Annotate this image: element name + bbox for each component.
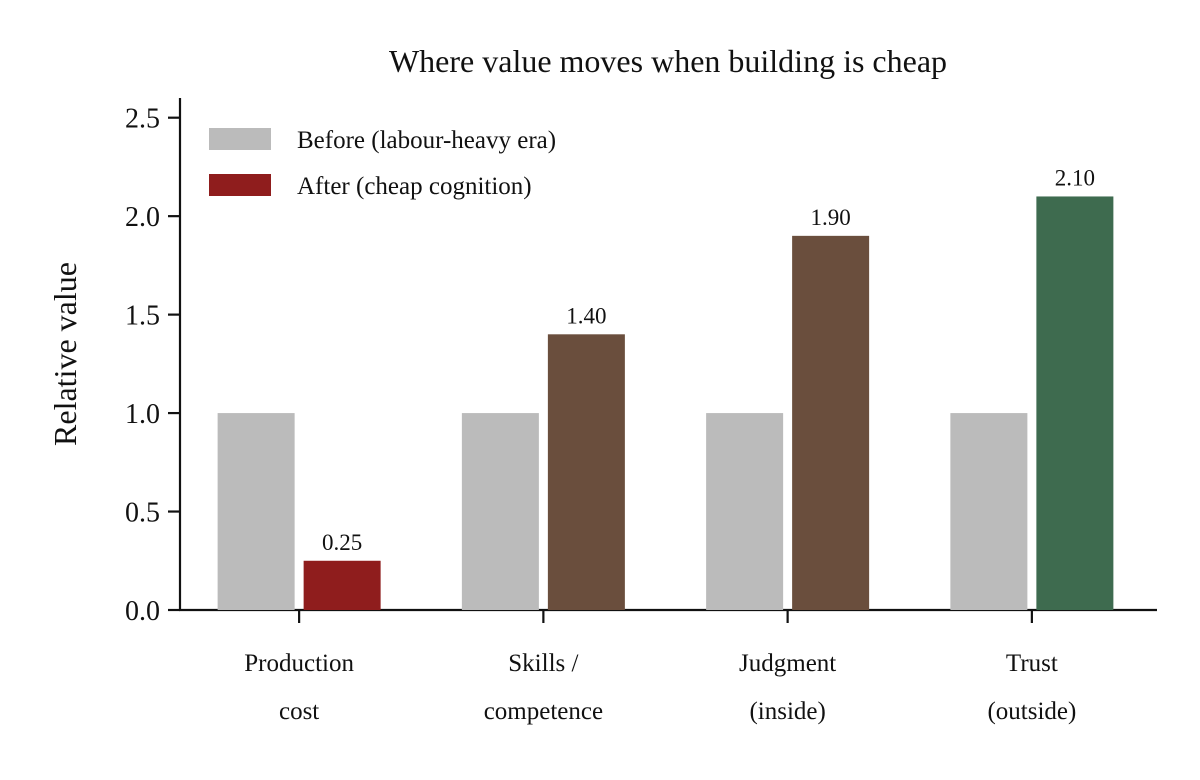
x-tick-label: (inside) — [749, 698, 825, 725]
bar-before — [461, 413, 539, 610]
y-tick-label: 2.5 — [125, 104, 160, 135]
bar-after — [792, 235, 870, 610]
bar-value-label: 1.90 — [811, 205, 851, 230]
bar-after — [547, 334, 625, 610]
bar-before — [706, 413, 784, 610]
legend-label: After (cheap cognition) — [297, 173, 532, 200]
plot-area: 0.0 0.5 1.0 1.5 2.0 2.5 0.25 Production cost 1.40… — [125, 98, 1157, 725]
bar-after — [303, 560, 381, 610]
chart-title: Where value moves when building is cheap — [389, 43, 947, 79]
x-tick-label: cost — [279, 698, 319, 725]
bar-before — [950, 413, 1028, 610]
x-tick-label: Skills / — [508, 650, 578, 677]
y-tick-label: 1.0 — [125, 399, 160, 430]
y-axis-label: Relative value — [47, 262, 83, 446]
y-tick-label: 2.0 — [125, 202, 160, 233]
y-tick-label: 0.0 — [125, 596, 160, 627]
x-tick-label: competence — [484, 698, 603, 725]
bar-value-label: 1.40 — [566, 303, 606, 328]
y-tick-label: 0.5 — [125, 498, 160, 529]
bar-value-label: 2.10 — [1055, 165, 1095, 190]
y-tick-label: 1.5 — [125, 301, 160, 332]
bar-after — [1036, 196, 1114, 610]
bar-value-label: 0.25 — [322, 530, 362, 555]
legend-swatch — [209, 128, 271, 150]
x-tick-label: Production — [244, 650, 354, 677]
x-tick-label: Judgment — [739, 650, 836, 677]
bar-before — [217, 413, 295, 610]
legend: Before (labour-heavy era) After (cheap co… — [209, 127, 556, 200]
legend-swatch — [209, 174, 271, 196]
x-tick-label: Trust — [1006, 650, 1058, 677]
legend-label: Before (labour-heavy era) — [297, 127, 556, 154]
x-tick-label: (outside) — [987, 698, 1076, 725]
